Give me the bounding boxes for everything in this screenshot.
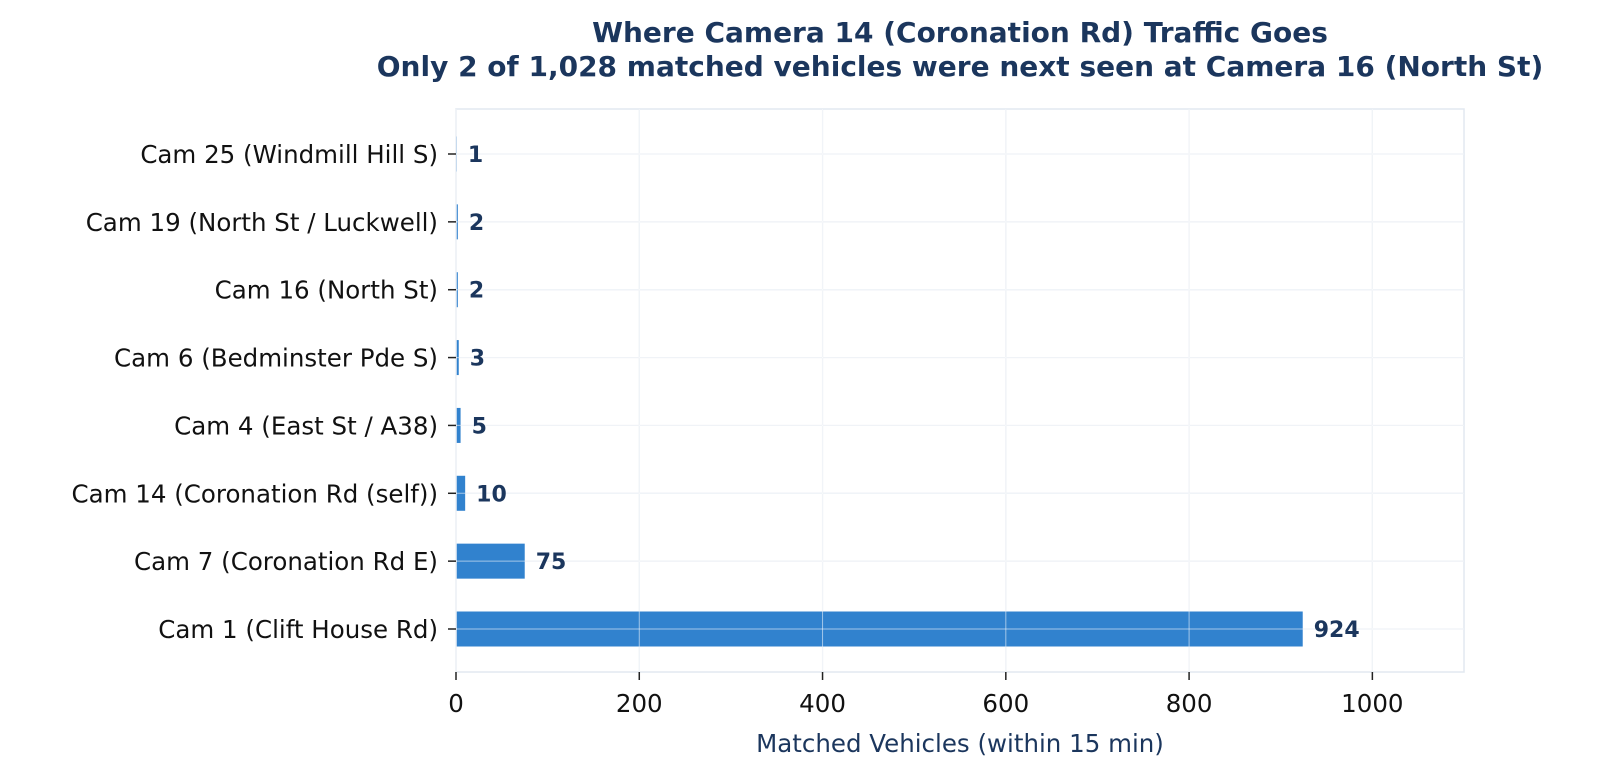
y-axis-ticks: Cam 25 (Windmill Hill S) Cam 19 (North St… bbox=[72, 140, 456, 644]
value-label: 1 bbox=[468, 143, 483, 168]
value-label: 75 bbox=[536, 550, 567, 575]
value-label: 5 bbox=[472, 414, 487, 439]
x-axis-title: Matched Vehicles (within 15 min) bbox=[756, 729, 1164, 758]
category-label: Cam 4 (East St / A38) bbox=[174, 411, 438, 440]
category-label: Cam 14 (Coronation Rd (self)) bbox=[72, 479, 438, 508]
x-tick-label: 600 bbox=[982, 689, 1029, 718]
category-label: Cam 16 (North St) bbox=[215, 276, 438, 305]
value-label: 2 bbox=[469, 279, 484, 304]
chart-title: Where Camera 14 (Coronation Rd) Traffic … bbox=[592, 16, 1328, 49]
category-label: Cam 1 (Clift House Rd) bbox=[158, 615, 438, 644]
value-label: 2 bbox=[469, 211, 484, 236]
value-label: 924 bbox=[1314, 618, 1360, 643]
x-tick-label: 1000 bbox=[1341, 689, 1403, 718]
grid-lines-over-bars bbox=[455, 109, 1464, 672]
category-label: Cam 19 (North St / Luckwell) bbox=[86, 208, 438, 237]
plot-frame bbox=[455, 108, 1465, 673]
chart-subtitle: Only 2 of 1,028 matched vehicles were ne… bbox=[377, 50, 1544, 83]
value-label: 3 bbox=[470, 347, 485, 372]
x-tick-label: 0 bbox=[448, 689, 464, 718]
x-tick-label: 400 bbox=[799, 689, 846, 718]
grid-lines bbox=[455, 109, 1464, 672]
value-label: 10 bbox=[476, 482, 507, 507]
category-label: Cam 25 (Windmill Hill S) bbox=[140, 140, 438, 169]
category-label: Cam 7 (Coronation Rd E) bbox=[134, 547, 438, 576]
value-labels: 1 2 2 3 5 10 75 924 bbox=[468, 143, 1360, 643]
x-tick-label: 800 bbox=[1166, 689, 1213, 718]
bars bbox=[456, 136, 1303, 647]
category-label: Cam 6 (Bedminster Pde S) bbox=[114, 344, 438, 373]
x-tick-label: 200 bbox=[616, 689, 663, 718]
x-axis-ticks: 0 200 400 600 800 1000 bbox=[448, 672, 1404, 718]
